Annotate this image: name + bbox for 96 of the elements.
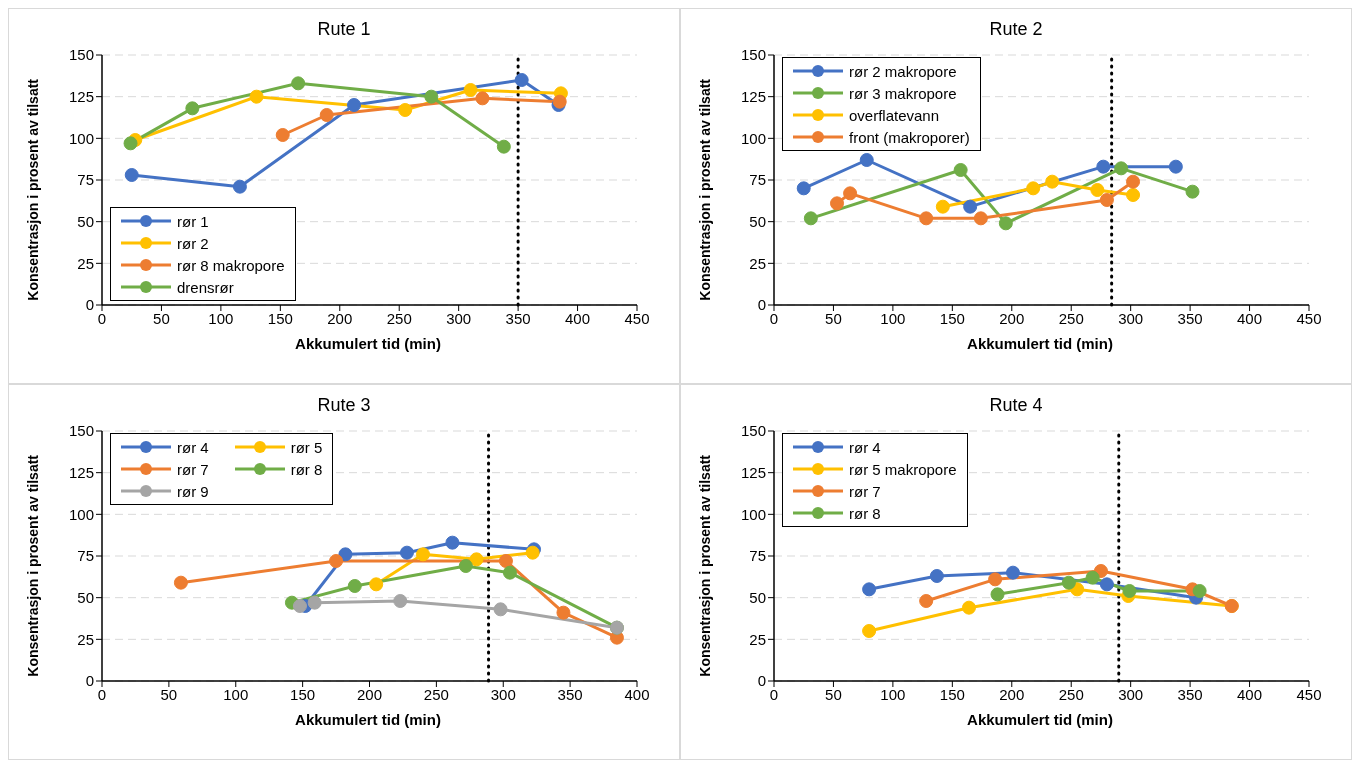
chart-title: Rute 2 bbox=[988, 19, 1044, 41]
x-tick-label: 300 bbox=[446, 309, 472, 327]
x-tick-label: 400 bbox=[1237, 685, 1263, 703]
y-tick-label: 75 bbox=[749, 171, 766, 189]
legend-label: rør 1 bbox=[177, 212, 209, 230]
legend-label: rør 2 makropore bbox=[849, 62, 957, 80]
x-tick-label: 150 bbox=[939, 685, 965, 703]
x-tick-label: 200 bbox=[356, 685, 383, 703]
x-tick-label: 350 bbox=[1177, 685, 1203, 703]
y-tick-label: 125 bbox=[740, 463, 766, 481]
y-tick-label: 150 bbox=[68, 46, 94, 64]
x-tick-label: 400 bbox=[624, 685, 650, 703]
x-tick-label: 100 bbox=[223, 685, 249, 703]
y-tick-label: 75 bbox=[77, 171, 94, 189]
y-tick-label: 50 bbox=[77, 212, 94, 230]
y-tick-label: 75 bbox=[77, 547, 94, 565]
x-axis-title: Akkumulert tid (min) bbox=[966, 335, 1114, 352]
legend-label: rør 7 bbox=[177, 460, 209, 478]
y-tick-label: 125 bbox=[68, 463, 94, 481]
y-tick-label: 125 bbox=[68, 87, 94, 105]
x-tick-label: 0 bbox=[769, 309, 779, 327]
x-tick-label: 150 bbox=[267, 309, 293, 327]
x-tick-label: 200 bbox=[327, 309, 353, 327]
x-tick-label: 50 bbox=[825, 309, 842, 327]
x-tick-label: 250 bbox=[1058, 309, 1084, 327]
x-tick-label: 250 bbox=[386, 309, 412, 327]
x-tick-label: 0 bbox=[97, 685, 107, 703]
x-tick-label: 350 bbox=[505, 309, 531, 327]
legend-label: rør 4 bbox=[849, 438, 881, 456]
chart-title: Rute 1 bbox=[316, 19, 372, 41]
legend-label: rør 5 makropore bbox=[849, 460, 957, 478]
x-tick-label: 300 bbox=[490, 685, 516, 703]
y-tick-label: 50 bbox=[749, 588, 766, 606]
x-axis-title: Akkumulert tid (min) bbox=[294, 711, 442, 728]
y-tick-label: 25 bbox=[749, 254, 766, 272]
legend-label: rør 9 bbox=[177, 482, 209, 500]
y-axis-title: Konsentrasjon i prosent av tilsatt bbox=[25, 455, 41, 677]
legend-label: front (makroporer) bbox=[849, 128, 970, 146]
y-tick-label: 150 bbox=[740, 422, 766, 440]
x-tick-label: 0 bbox=[769, 685, 779, 703]
legend-label: rør 5 bbox=[290, 438, 323, 456]
y-tick-label: 150 bbox=[740, 46, 766, 64]
x-tick-label: 400 bbox=[1237, 309, 1263, 327]
legend-label: drensrør bbox=[177, 278, 234, 296]
chart-title: Rute 3 bbox=[316, 395, 372, 417]
x-tick-label: 450 bbox=[624, 309, 650, 327]
x-tick-label: 400 bbox=[565, 309, 591, 327]
x-axis-title: Akkumulert tid (min) bbox=[966, 711, 1114, 728]
legend-label: rør 8 bbox=[290, 460, 323, 478]
y-tick-label: 125 bbox=[740, 87, 766, 105]
x-tick-label: 50 bbox=[153, 309, 170, 327]
x-tick-label: 100 bbox=[880, 685, 906, 703]
x-tick-label: 300 bbox=[1118, 309, 1144, 327]
y-tick-label: 75 bbox=[749, 547, 766, 565]
legend-label: overflatevann bbox=[849, 106, 940, 124]
y-tick-label: 50 bbox=[749, 212, 766, 230]
x-tick-label: 50 bbox=[160, 685, 178, 703]
legend-label: rør 4 bbox=[177, 438, 209, 456]
x-tick-label: 100 bbox=[208, 309, 234, 327]
y-tick-label: 0 bbox=[85, 672, 94, 690]
x-tick-label: 450 bbox=[1296, 309, 1322, 327]
x-tick-label: 150 bbox=[939, 309, 965, 327]
y-axis-title: Konsentrasjon i prosent av tilsatt bbox=[697, 79, 713, 301]
x-tick-label: 200 bbox=[999, 309, 1025, 327]
x-tick-label: 250 bbox=[1058, 685, 1084, 703]
y-axis-title: Konsentrasjon i prosent av tilsatt bbox=[697, 455, 713, 677]
x-tick-label: 350 bbox=[1177, 309, 1203, 327]
y-tick-label: 25 bbox=[77, 254, 94, 272]
x-axis-title: Akkumulert tid (min) bbox=[294, 335, 442, 352]
y-tick-label: 100 bbox=[740, 129, 766, 147]
x-tick-label: 50 bbox=[825, 685, 842, 703]
x-tick-label: 150 bbox=[290, 685, 316, 703]
legend-label: rør 8 makropore bbox=[177, 256, 285, 274]
y-tick-label: 100 bbox=[68, 129, 94, 147]
y-tick-label: 25 bbox=[749, 630, 766, 648]
x-tick-label: 450 bbox=[1296, 685, 1322, 703]
y-axis-title: Konsentrasjon i prosent av tilsatt bbox=[25, 79, 41, 301]
x-tick-label: 0 bbox=[97, 309, 107, 327]
y-tick-label: 50 bbox=[77, 588, 94, 606]
x-tick-label: 250 bbox=[423, 685, 449, 703]
y-tick-label: 100 bbox=[68, 505, 94, 523]
x-tick-label: 100 bbox=[880, 309, 906, 327]
chart-title: Rute 4 bbox=[988, 395, 1044, 417]
x-tick-label: 200 bbox=[999, 685, 1025, 703]
y-tick-label: 25 bbox=[77, 630, 94, 648]
legend-label: rør 2 bbox=[177, 234, 209, 252]
x-tick-label: 350 bbox=[557, 685, 583, 703]
x-tick-label: 300 bbox=[1118, 685, 1144, 703]
y-tick-label: 100 bbox=[740, 505, 766, 523]
y-tick-label: 0 bbox=[757, 672, 766, 690]
y-tick-label: 0 bbox=[85, 296, 94, 314]
y-tick-label: 0 bbox=[757, 296, 766, 314]
legend-label: rør 8 bbox=[849, 504, 881, 522]
legend-label: rør 7 bbox=[849, 482, 881, 500]
y-tick-label: 150 bbox=[68, 422, 94, 440]
legend-label: rør 3 makropore bbox=[849, 84, 957, 102]
